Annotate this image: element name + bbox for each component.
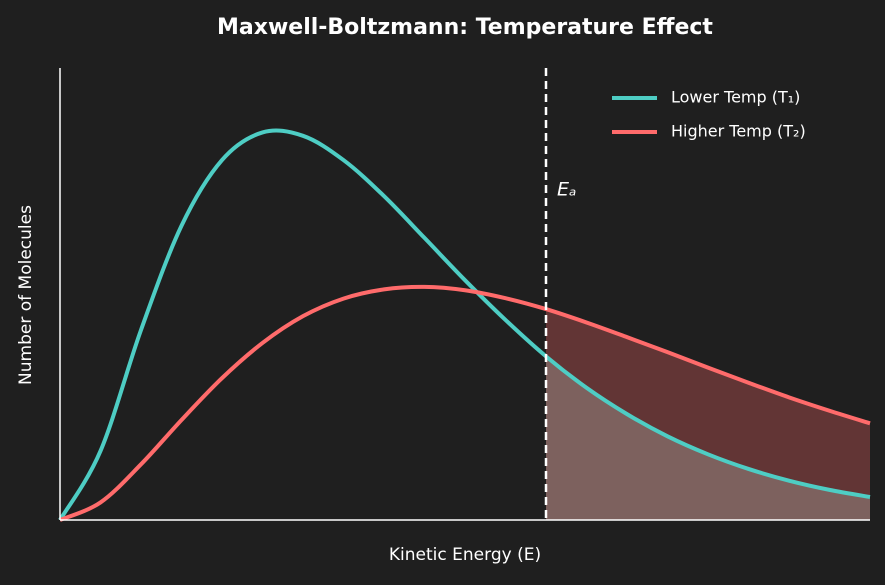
shaded-area (546, 309, 870, 520)
legend-label: Lower Temp (T₁) (671, 88, 800, 107)
chart-title: Maxwell-Boltzmann: Temperature Effect (217, 15, 713, 40)
shaded-area (546, 356, 870, 520)
series-line (58, 128, 871, 522)
y-axis-label: Number of Molecules (16, 205, 36, 385)
series-line (59, 284, 871, 522)
plot-area: Eₐ Lower Temp (T₁) Higher Temp (T₂) (58, 68, 871, 522)
x-axis-label: Kinetic Energy (E) (389, 545, 541, 565)
legend-label: Higher Temp (T₂) (671, 122, 806, 141)
activation-energy-label: Eₐ (557, 179, 576, 201)
